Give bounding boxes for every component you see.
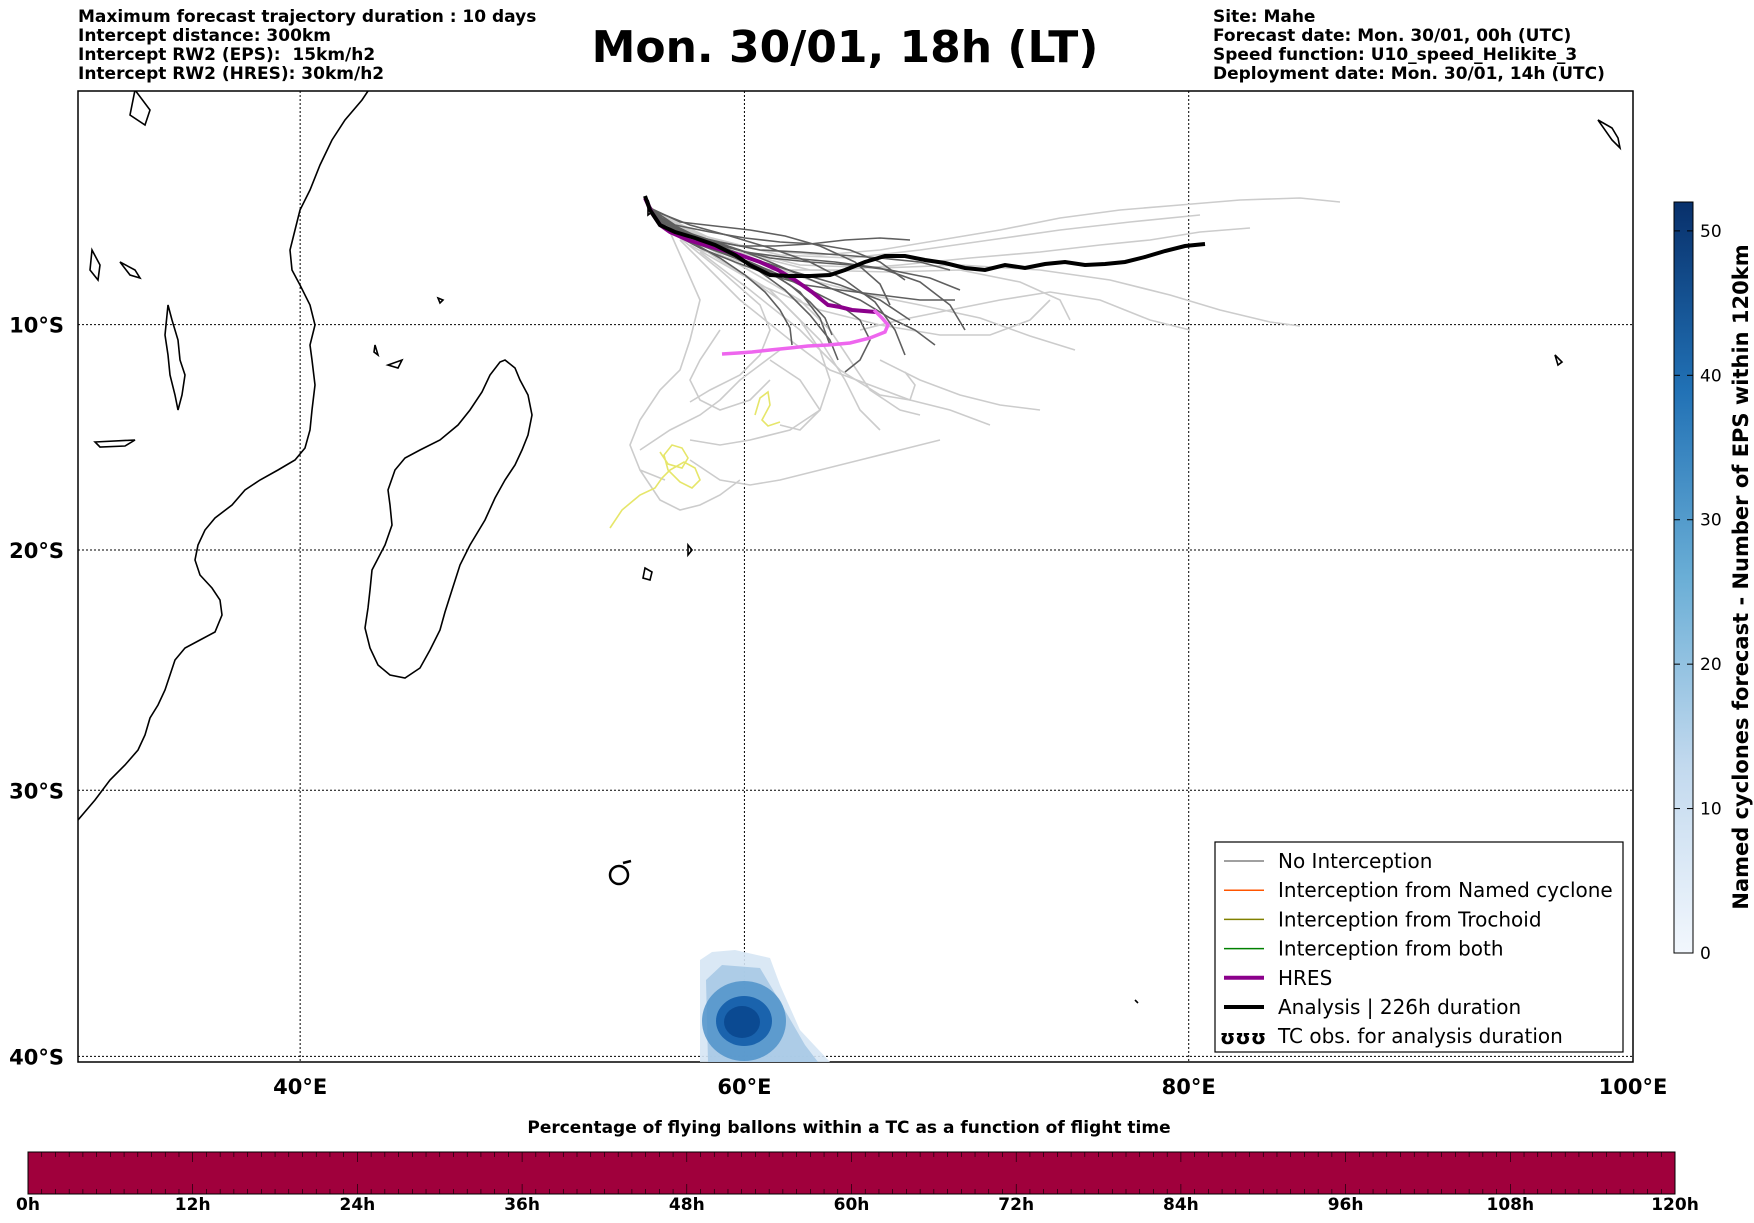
- eps-track: [679, 239, 991, 426]
- eps-track: [689, 244, 1051, 336]
- legend-label: HRES: [1278, 966, 1332, 990]
- flight-time-tick-label: 24h: [339, 1195, 376, 1215]
- analysis-track: [643, 195, 1206, 278]
- site-text: Site: Mahe: [1213, 7, 1316, 27]
- eps-track: [651, 209, 906, 356]
- eps-track: [659, 221, 831, 446]
- longitude-labels: 40°E 60°E 80°E 100°E: [273, 1075, 1667, 1099]
- colorbar-tick-label: 50: [1700, 222, 1722, 242]
- lat-tick-label: 40°S: [9, 1045, 64, 1069]
- speed-function-text: Speed function: U10_speed_Helikite_3: [1213, 45, 1578, 65]
- intercept-hres-text: Intercept RW2 (HRES): 30km/h2: [78, 64, 385, 84]
- lat-tick-label: 30°S: [9, 779, 64, 803]
- eps-track: [689, 329, 771, 411]
- header-right-info: Site: Mahe Forecast date: Mon. 30/01, 00…: [1213, 8, 1605, 84]
- eps-track: [649, 209, 1201, 259]
- legend-entry: ʊʊʊ TC obs. for analysis duration: [1220, 1024, 1563, 1049]
- eps-track: [879, 359, 1041, 411]
- lon-tick-label: 100°E: [1599, 1075, 1668, 1099]
- legend-entry: Analysis | 226h duration: [1224, 995, 1521, 1019]
- legend-label: TC obs. for analysis duration: [1277, 1024, 1563, 1048]
- colorbar-tick-label: 0: [1700, 944, 1711, 964]
- latitude-labels: 10°S 20°S 30°S 40°S: [9, 314, 64, 1070]
- eps-track: [639, 349, 781, 451]
- flight-time-tick-label: 60h: [833, 1195, 870, 1215]
- eps-track: [649, 207, 906, 281]
- flight-time-bar-title: Percentage of flying ballons within a TC…: [527, 1118, 1171, 1138]
- flight-time-tick-label: 48h: [668, 1195, 705, 1215]
- eps-colorbar: 0 10 20 30 40 50 Named cyclones forecast - Nu…: [1673, 201, 1753, 964]
- flight-time-tick-label: 72h: [998, 1195, 1035, 1215]
- flight-time-tick-label: 120h: [1651, 1195, 1699, 1215]
- lat-tick-label: 10°S: [9, 314, 64, 338]
- eps-track: [639, 469, 741, 511]
- eps-density-blob: [700, 950, 830, 1062]
- header-left-info: Maximum forecast trajectory duration : 1…: [78, 8, 536, 84]
- lon-tick-label: 60°E: [717, 1075, 771, 1099]
- coastlines: [78, 91, 1622, 1004]
- flight-time-bar: [27, 1151, 1676, 1195]
- eps-track: [769, 359, 822, 431]
- legend-entry: Interception from Named cyclone: [1224, 878, 1613, 902]
- flight-time-tick-label: 108h: [1486, 1195, 1535, 1215]
- eps-track: [629, 231, 701, 481]
- forecast-date-text: Forecast date: Mon. 30/01, 00h (UTC): [1213, 26, 1572, 46]
- tc-symbol-icon: ʊʊʊ: [1220, 1025, 1266, 1049]
- eps-track: [654, 215, 966, 331]
- lon-tick-label: 80°E: [1162, 1075, 1216, 1099]
- legend-entry: Interception from both: [1224, 937, 1504, 961]
- max-duration-text: Maximum forecast trajectory duration : 1…: [78, 7, 537, 27]
- eps-track: [649, 207, 891, 306]
- colorbar-tick-label: 40: [1700, 366, 1722, 386]
- page-title: Mon. 30/01, 18h (LT): [591, 22, 1099, 73]
- flight-time-tick-label: 96h: [1327, 1195, 1364, 1215]
- legend-label: Analysis | 226h duration: [1278, 995, 1521, 1019]
- colorbar-title: Named cyclones forecast - Number of EPS …: [1729, 244, 1753, 909]
- legend-entry: Interception from Trochoid: [1224, 907, 1542, 931]
- flight-time-tick-label: 12h: [174, 1195, 211, 1215]
- intercept-eps-text: Intercept RW2 (EPS): 15km/h2: [78, 45, 376, 65]
- flight-time-tick-label: 84h: [1163, 1195, 1199, 1215]
- legend-entry: No Interception: [1224, 849, 1432, 873]
- eps-track: [654, 214, 1071, 321]
- hres-track-late: [721, 308, 891, 356]
- eps-track: [669, 229, 771, 403]
- colorbar-tick-label: 20: [1700, 655, 1722, 675]
- legend-label: No Interception: [1278, 849, 1432, 873]
- lat-tick-label: 20°S: [9, 539, 64, 563]
- eps-track: [689, 439, 941, 486]
- legend: No Interception Interception from Named c…: [1214, 841, 1624, 1053]
- lon-tick-label: 40°E: [273, 1075, 327, 1099]
- legend-label: Interception from Trochoid: [1278, 907, 1542, 931]
- legend-label: Interception from Named cyclone: [1278, 878, 1613, 902]
- colorbar-tick-label: 10: [1700, 800, 1722, 820]
- eps-track: [699, 227, 1251, 271]
- tc-observation-symbol: [608, 859, 632, 886]
- flight-time-tick-label: 36h: [504, 1195, 540, 1215]
- legend-entry: HRES: [1224, 966, 1332, 990]
- colorbar-tick-label: 30: [1700, 511, 1722, 531]
- eps-track: [719, 257, 881, 431]
- deployment-date-text: Deployment date: Mon. 30/01, 14h (UTC): [1213, 64, 1605, 84]
- legend-label: Interception from both: [1278, 937, 1504, 961]
- eps-tracks-yellow: [609, 390, 781, 529]
- flight-time-tick-label: 0h: [16, 1195, 40, 1215]
- eps-track: [699, 251, 916, 401]
- intercept-distance-text: Intercept distance: 300km: [78, 26, 331, 46]
